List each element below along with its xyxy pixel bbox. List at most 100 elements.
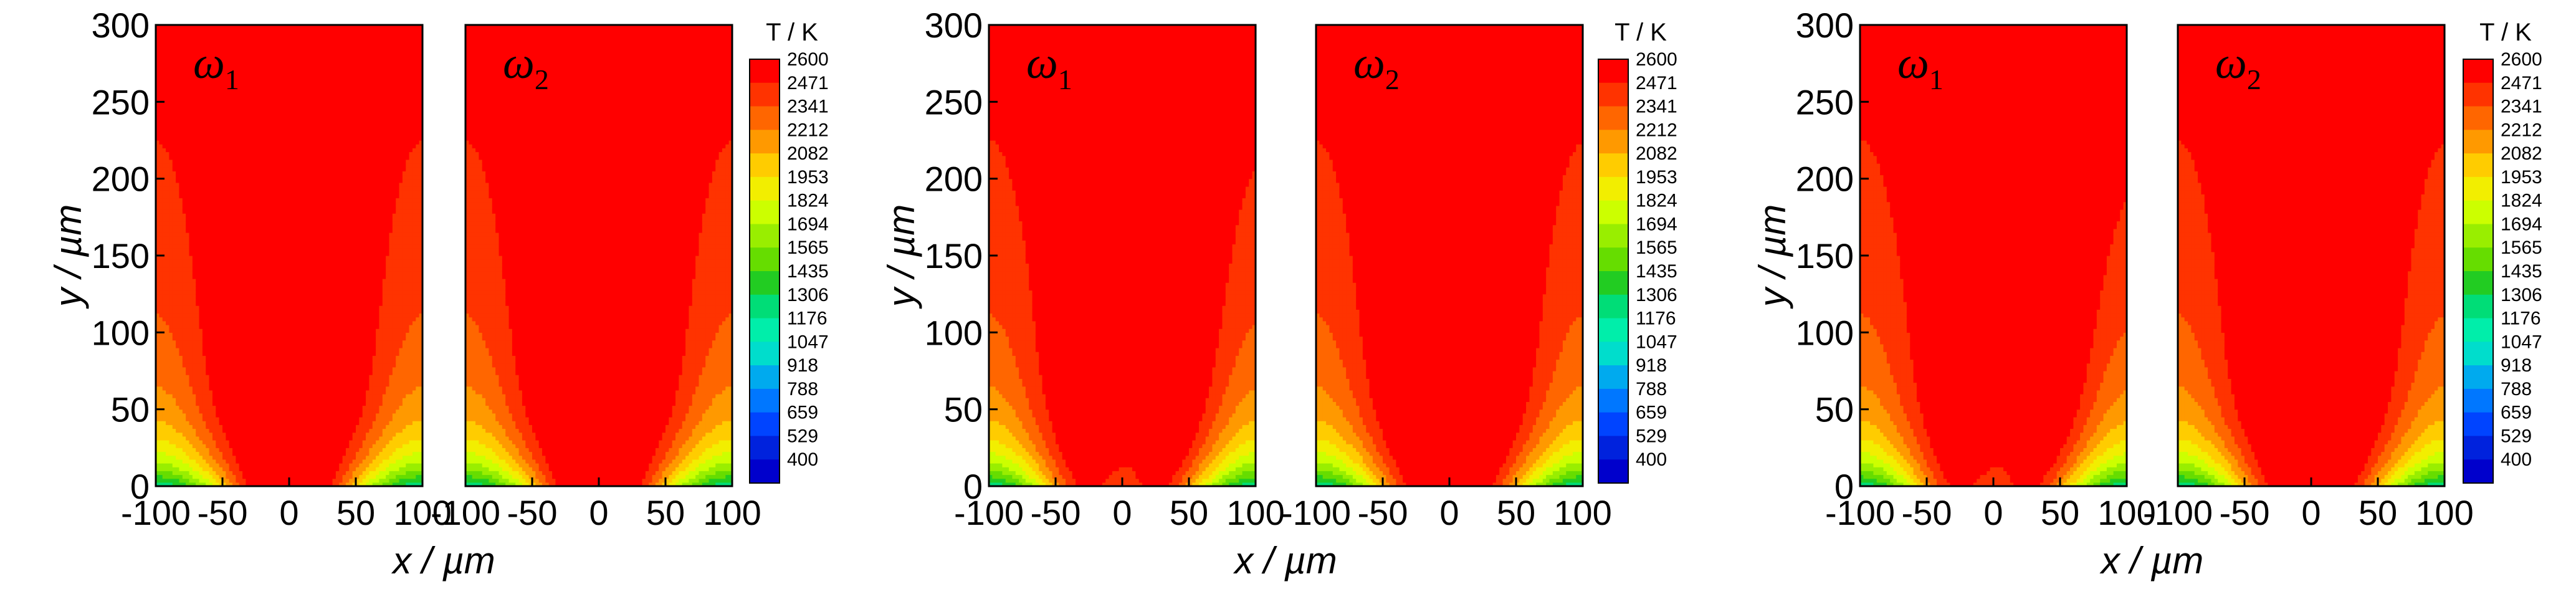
contour-cell [179, 398, 183, 402]
contour-cell [186, 344, 189, 348]
contour-cell [169, 186, 173, 191]
contour-cell [189, 459, 193, 464]
contour-cell [193, 125, 196, 129]
contour-cell [166, 98, 169, 102]
contour-cell [176, 248, 179, 252]
contour-cell [166, 202, 169, 206]
contour-cell [179, 413, 183, 418]
contour-cell [179, 217, 183, 221]
contour-cell [179, 209, 183, 214]
contour-cell [166, 279, 169, 283]
contour-cell [166, 213, 169, 218]
contour-cell [169, 148, 173, 152]
contour-cell [176, 160, 179, 164]
contour-cell [163, 94, 166, 98]
contour-cell [163, 456, 166, 460]
contour-cell [159, 317, 163, 322]
contour-cell [176, 314, 179, 318]
contour-cell [196, 167, 199, 171]
contour-cell [186, 186, 189, 191]
contour-cell [169, 314, 173, 318]
contour-cell [179, 337, 183, 341]
contour-cell [179, 390, 183, 395]
contour-cell [189, 314, 193, 318]
contour-cell [163, 44, 166, 49]
contour-cell [189, 90, 193, 95]
contour-cell [163, 305, 166, 310]
contour-cell [189, 294, 193, 299]
contour-cell [179, 140, 183, 145]
contour-cell [189, 328, 193, 333]
contour-cell [163, 71, 166, 75]
contour-cell [186, 471, 189, 475]
contour-cell [183, 64, 186, 68]
contour-cell [179, 471, 183, 475]
contour-cell [189, 190, 193, 194]
contour-cell [183, 325, 186, 329]
contour-cell [159, 337, 163, 341]
contour-cell [166, 406, 169, 410]
contour-cell [173, 302, 176, 306]
contour-cell [189, 217, 193, 221]
contour-cell [193, 417, 196, 421]
contour-cell [166, 117, 169, 122]
contour-cell [163, 348, 166, 352]
contour-cell [183, 175, 186, 180]
contour-cell [159, 378, 163, 383]
contour-cell [193, 102, 196, 106]
contour-cell [196, 240, 199, 244]
contour-cell [193, 444, 196, 448]
contour-cell [163, 198, 166, 203]
contour-cell [186, 29, 189, 33]
contour-cell [179, 106, 183, 110]
contour-cell [159, 55, 163, 60]
contour-cell [166, 75, 169, 79]
contour-cell [163, 75, 166, 79]
contour-cell [186, 383, 189, 387]
contour-cell [193, 217, 196, 221]
contour-cell [163, 271, 166, 275]
contour-cell [176, 213, 179, 218]
contour-cell [166, 209, 169, 214]
contour-cell [193, 279, 196, 283]
contour-cell [159, 471, 163, 475]
contour-cell [179, 117, 183, 122]
contour-cell [179, 121, 183, 125]
contour-cell [163, 129, 166, 133]
contour-cell [173, 271, 176, 275]
contour-cell [176, 60, 179, 64]
contour-cell [189, 194, 193, 198]
contour-cell [189, 140, 193, 145]
contour-cell [186, 386, 189, 391]
contour-cell [159, 340, 163, 345]
contour-cell [189, 337, 193, 341]
contour-cell [186, 160, 189, 164]
contour-cell [159, 87, 163, 91]
contour-cell [196, 375, 199, 379]
contour-cell [183, 225, 186, 229]
contour-cell [189, 286, 193, 290]
contour-cell [183, 290, 186, 295]
contour-cell [176, 348, 179, 352]
contour-cell [186, 48, 189, 52]
contour-cell [179, 179, 183, 183]
contour-cell [183, 55, 186, 60]
contour-cell [196, 406, 199, 410]
contour-cell [159, 144, 163, 148]
contour-cell [193, 206, 196, 210]
contour-cell [163, 148, 166, 152]
contour-cell [163, 167, 166, 171]
contour-cell [183, 309, 186, 314]
contour-cell [193, 467, 196, 471]
contour-cell [183, 263, 186, 267]
contour-cell [163, 244, 166, 249]
contour-cell [159, 386, 163, 391]
contour-cell [186, 232, 189, 237]
contour-cell [183, 328, 186, 333]
contour-cell [163, 309, 166, 314]
contour-cell [163, 52, 166, 56]
contour-cell [173, 244, 176, 249]
contour-cell [159, 202, 163, 206]
contour-cell [179, 198, 183, 203]
contour-cell [193, 186, 196, 191]
